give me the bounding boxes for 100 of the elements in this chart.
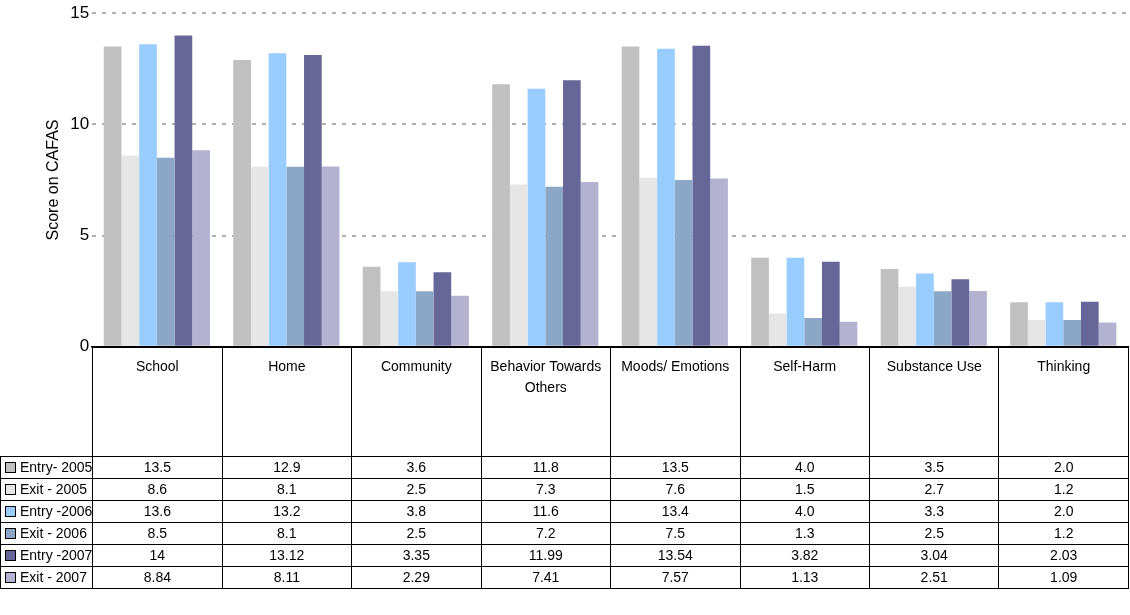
bar (174, 35, 193, 346)
data-label: 1.09 (998, 566, 1129, 589)
bar (969, 290, 987, 346)
bar (839, 321, 858, 346)
x-tick-label: School (92, 347, 223, 457)
data-label: 13.12 (222, 544, 352, 567)
y-tick-label: 10 (70, 114, 90, 134)
bar (233, 59, 251, 346)
x-tick-label: Community (351, 347, 482, 457)
bar (1027, 320, 1046, 346)
bar (563, 80, 581, 346)
bar (1010, 302, 1028, 346)
y-axis-title: Score on CAFAS (44, 119, 62, 241)
data-label: 3.3 (869, 500, 999, 523)
data-label: 1.2 (998, 478, 1129, 501)
bar (492, 84, 510, 346)
data-label: 3.04 (869, 544, 999, 567)
bar (1063, 320, 1081, 346)
bar (398, 262, 416, 346)
x-tick-label: Thinking (998, 347, 1129, 457)
data-label: 3.6 (351, 456, 482, 479)
bar (710, 178, 728, 346)
data-label: 2.29 (351, 566, 482, 589)
data-label: 1.2 (998, 522, 1129, 545)
data-label: 11.8 (481, 456, 611, 479)
bar (433, 272, 452, 346)
bar (545, 186, 564, 346)
bar (415, 291, 434, 346)
bar (621, 46, 640, 346)
data-label: 2.03 (998, 544, 1129, 567)
data-label: 11.99 (481, 544, 611, 567)
data-label: 1.5 (740, 478, 870, 501)
data-label: 7.57 (610, 566, 741, 589)
data-label: 8.1 (222, 522, 352, 545)
bar (916, 273, 934, 346)
legend-label: Entry- 2005 (0, 456, 93, 479)
data-label: 2.7 (869, 478, 999, 501)
bar (380, 291, 399, 346)
data-label: 12.9 (222, 456, 352, 479)
legend-label: Exit - 2005 (0, 478, 93, 501)
legend-label: Exit - 2006 (0, 522, 93, 545)
bar (786, 257, 805, 346)
x-tick-label: Substance Use (869, 347, 999, 457)
data-label: 13.5 (92, 456, 223, 479)
data-label: 13.2 (222, 500, 352, 523)
data-label: 7.5 (610, 522, 741, 545)
data-label: 2.5 (351, 522, 482, 545)
data-label: 13.5 (610, 456, 741, 479)
x-tick-label: Behavior Towards Others (481, 347, 611, 457)
legend-label: Entry -2007 (0, 544, 93, 567)
bar (674, 180, 693, 346)
bar (1080, 301, 1099, 346)
bar (804, 317, 822, 346)
bar (103, 46, 122, 346)
bar (880, 268, 899, 346)
data-label: 7.3 (481, 478, 611, 501)
y-tick-label: 0 (79, 336, 90, 356)
bar (286, 166, 305, 346)
data-label: 11.6 (481, 500, 611, 523)
x-tick-label: Home (222, 347, 352, 457)
x-tick-label: Moods/ Emotions (610, 347, 741, 457)
bar (192, 150, 210, 346)
bar (139, 44, 157, 346)
y-tick-label: 5 (79, 225, 90, 245)
bar (951, 279, 970, 346)
data-label: 8.11 (222, 566, 352, 589)
legend-label: Exit - 2007 (0, 566, 93, 589)
bar (898, 286, 917, 346)
data-label: 2.51 (869, 566, 999, 589)
data-label: 7.2 (481, 522, 611, 545)
data-label: 1.3 (740, 522, 870, 545)
data-label: 4.0 (740, 500, 870, 523)
data-label: 3.5 (869, 456, 999, 479)
bar (933, 291, 952, 346)
bar (580, 182, 599, 346)
bar (509, 184, 528, 346)
data-label: 14 (92, 544, 223, 567)
data-label: 4.0 (740, 456, 870, 479)
bar (751, 257, 769, 346)
data-label: 13.4 (610, 500, 741, 523)
bar (250, 166, 269, 346)
data-label: 2.0 (998, 500, 1129, 523)
data-label: 7.6 (610, 478, 741, 501)
data-label: 8.5 (92, 522, 223, 545)
bar (321, 166, 340, 346)
legend-label: Entry -2006 (0, 500, 93, 523)
data-label: 2.0 (998, 456, 1129, 479)
bar (268, 53, 287, 346)
data-label: 2.5 (869, 522, 999, 545)
data-label: 13.54 (610, 544, 741, 567)
y-tick-label: 15 (70, 2, 90, 22)
data-label: 1.13 (740, 566, 870, 589)
data-label: 8.1 (222, 478, 352, 501)
bar (768, 313, 787, 346)
bar (156, 157, 175, 346)
data-label: 3.8 (351, 500, 482, 523)
bar (639, 177, 658, 346)
bar (121, 155, 140, 346)
x-tick-label: Self-Harm (740, 347, 870, 457)
data-label: 13.6 (92, 500, 223, 523)
